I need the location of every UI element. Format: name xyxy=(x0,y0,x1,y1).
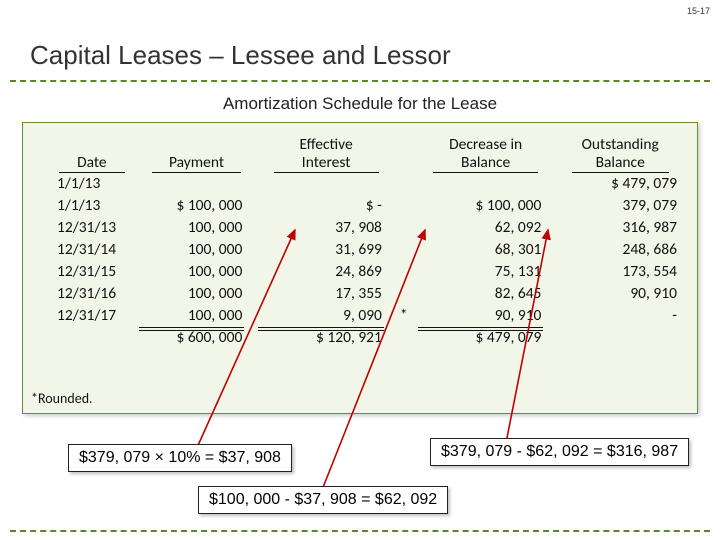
cell-date: 1/1/13 xyxy=(47,173,137,195)
cell-decrease: 82, 645 xyxy=(416,283,556,305)
callout-balance-calc: $379, 079 - $62, 092 = $316, 987 xyxy=(430,438,689,466)
cell-date: 12/31/17 xyxy=(47,305,137,327)
table-body: Date Payment EffectiveInterest Decrease … xyxy=(23,123,697,353)
table-header-row: Date Payment EffectiveInterest Decrease … xyxy=(47,133,685,173)
cell-interest: 9, 090 xyxy=(256,305,396,327)
cell-decrease xyxy=(416,173,556,195)
table-row: 12/31/17100, 0009, 090*90, 910- xyxy=(47,305,685,327)
cell-interest: 17, 355 xyxy=(256,283,396,305)
page-title: Capital Leases – Lessee and Lessor xyxy=(30,40,451,71)
cell-payment: $ 100, 000 xyxy=(137,195,257,217)
cell-decrease: 68, 301 xyxy=(416,239,556,261)
table-row: 12/31/16100, 00017, 355 82, 64590, 910 xyxy=(47,283,685,305)
cell-note xyxy=(396,261,416,283)
cell-outstanding: - xyxy=(555,305,685,327)
cell-note xyxy=(396,195,416,217)
cell-payment: 100, 000 xyxy=(137,283,257,305)
cell-interest xyxy=(256,173,396,195)
cell-note xyxy=(396,217,416,239)
cell-decrease: 62, 092 xyxy=(416,217,556,239)
cell-interest: 37, 908 xyxy=(256,217,396,239)
cell-outstanding: 316, 987 xyxy=(555,217,685,239)
cell-decrease: 90, 910 xyxy=(416,305,556,327)
page-number: 15-17 xyxy=(687,6,710,16)
col-header-payment: Payment xyxy=(137,133,257,173)
cell-date: 1/1/13 xyxy=(47,195,137,217)
footnote: *Rounded. xyxy=(31,390,93,407)
table-row: 12/31/14100, 00031, 699 68, 301248, 686 xyxy=(47,239,685,261)
callout-interest-calc: $379, 079 × 10% = $37, 908 xyxy=(68,444,292,472)
cell-interest: 31, 699 xyxy=(256,239,396,261)
cell-payment xyxy=(137,173,257,195)
total-payment: $ 600, 000 xyxy=(137,327,257,349)
cell-outstanding: 173, 554 xyxy=(555,261,685,283)
cell-decrease: 75, 131 xyxy=(416,261,556,283)
cell-interest: $ - xyxy=(256,195,396,217)
cell-payment: 100, 000 xyxy=(137,261,257,283)
cell-outstanding: $ 479, 079 xyxy=(555,173,685,195)
table-row: 1/1/13 $ 479, 079 xyxy=(47,173,685,195)
cell-outstanding: 379, 079 xyxy=(555,195,685,217)
subtitle: Amortization Schedule for the Lease xyxy=(0,94,720,114)
bottom-divider xyxy=(10,530,710,532)
table-row: 1/1/13$ 100, 000$ -$ 100, 000379, 079 xyxy=(47,195,685,217)
col-header-decrease: Decrease inBalance xyxy=(416,133,556,173)
callout-decrease-calc: $100, 000 - $37, 908 = $62, 092 xyxy=(198,486,448,514)
cell-payment: 100, 000 xyxy=(137,239,257,261)
total-interest: $ 120, 921 xyxy=(256,327,396,349)
col-header-interest: EffectiveInterest xyxy=(256,133,396,173)
cell-note xyxy=(396,239,416,261)
cell-note: * xyxy=(396,305,416,327)
cell-date: 12/31/14 xyxy=(47,239,137,261)
table-row: 12/31/13100, 00037, 908 62, 092316, 987 xyxy=(47,217,685,239)
amortization-table: Date Payment EffectiveInterest Decrease … xyxy=(22,122,698,414)
cell-note xyxy=(396,173,416,195)
cell-payment: 100, 000 xyxy=(137,305,257,327)
table-row: 12/31/15100, 00024, 869 75, 131173, 554 xyxy=(47,261,685,283)
cell-outstanding: 90, 910 xyxy=(555,283,685,305)
cell-payment: 100, 000 xyxy=(137,217,257,239)
cell-date: 12/31/13 xyxy=(47,217,137,239)
col-header-date: Date xyxy=(47,133,137,173)
cell-note xyxy=(396,283,416,305)
col-header-outstanding: OutstandingBalance xyxy=(555,133,685,173)
cell-date: 12/31/15 xyxy=(47,261,137,283)
table-totals-row: $ 600, 000 $ 120, 921 $ 479, 079 xyxy=(47,327,685,349)
cell-date: 12/31/16 xyxy=(47,283,137,305)
cell-interest: 24, 869 xyxy=(256,261,396,283)
total-decrease: $ 479, 079 xyxy=(416,327,556,349)
cell-outstanding: 248, 686 xyxy=(555,239,685,261)
top-divider xyxy=(10,80,710,82)
cell-decrease: $ 100, 000 xyxy=(416,195,556,217)
